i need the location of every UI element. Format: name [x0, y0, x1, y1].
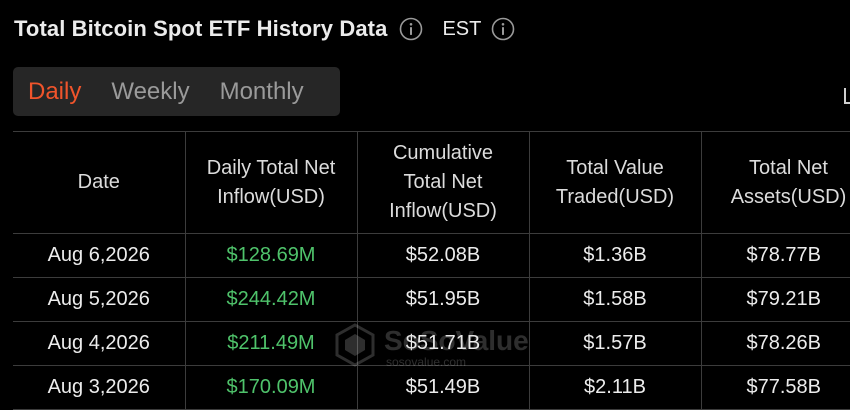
- cell-value-traded: $2.11B: [529, 366, 701, 410]
- cell-cumulative-net-inflow: $51.95B: [357, 278, 529, 322]
- column-header-net-assets[interactable]: Total Net Assets(USD): [701, 132, 850, 234]
- cell-net-assets: $79.21B: [701, 278, 850, 322]
- cell-cumulative-net-inflow: $51.71B: [357, 322, 529, 366]
- cell-net-assets: $77.58B: [701, 366, 850, 410]
- cell-daily-net-inflow: $211.49M: [185, 322, 357, 366]
- download-icon[interactable]: [844, 88, 850, 104]
- cell-daily-net-inflow: $170.09M: [185, 366, 357, 410]
- table-header-row: Date Daily Total Net Inflow(USD) Cumulat…: [13, 132, 850, 234]
- column-header-value-traded[interactable]: Total Value Traded(USD): [529, 132, 701, 234]
- table-row: Aug 3,2026 $170.09M $51.49B $2.11B $77.5…: [13, 366, 850, 410]
- period-tab-bar: Daily Weekly Monthly: [13, 67, 340, 116]
- column-header-value-traded-label: Total Value Traded(USD): [550, 154, 680, 212]
- tab-weekly[interactable]: Weekly: [96, 67, 204, 116]
- page-title: Total Bitcoin Spot ETF History Data: [14, 16, 387, 42]
- cell-value-traded: $1.57B: [529, 322, 701, 366]
- timezone-label: EST: [442, 18, 481, 41]
- table-row: Aug 4,2026 $211.49M $51.71B $1.57B $78.2…: [13, 322, 850, 366]
- table-row: Aug 5,2026 $244.42M $51.95B $1.58B $79.2…: [13, 278, 850, 322]
- column-header-net-assets-label: Total Net Assets(USD): [724, 154, 850, 212]
- column-header-daily-net-inflow[interactable]: Daily Total Net Inflow(USD): [185, 132, 357, 234]
- cell-date: Aug 6,2026: [13, 234, 185, 278]
- column-header-cumulative-net-inflow-label: Cumulative Total Net Inflow(USD): [379, 139, 507, 226]
- cell-daily-net-inflow: $128.69M: [185, 234, 357, 278]
- cell-net-assets: $78.26B: [701, 322, 850, 366]
- timezone-info-circle-icon[interactable]: [491, 17, 515, 41]
- page-header: Total Bitcoin Spot ETF History Data EST: [14, 12, 515, 46]
- cell-date: Aug 5,2026: [13, 278, 185, 322]
- tab-monthly[interactable]: Monthly: [205, 67, 319, 116]
- cell-cumulative-net-inflow: $51.49B: [357, 366, 529, 410]
- cell-date: Aug 3,2026: [13, 366, 185, 410]
- etf-history-table: Date Daily Total Net Inflow(USD) Cumulat…: [13, 131, 850, 410]
- cell-value-traded: $1.58B: [529, 278, 701, 322]
- tab-daily[interactable]: Daily: [13, 67, 96, 116]
- column-header-date[interactable]: Date: [13, 132, 185, 234]
- cell-value-traded: $1.36B: [529, 234, 701, 278]
- info-circle-icon[interactable]: [399, 17, 423, 41]
- cell-cumulative-net-inflow: $52.08B: [357, 234, 529, 278]
- cell-date: Aug 4,2026: [13, 322, 185, 366]
- table-row: Aug 6,2026 $128.69M $52.08B $1.36B $78.7…: [13, 234, 850, 278]
- cell-daily-net-inflow: $244.42M: [185, 278, 357, 322]
- column-header-cumulative-net-inflow[interactable]: Cumulative Total Net Inflow(USD): [357, 132, 529, 234]
- cell-net-assets: $78.77B: [701, 234, 850, 278]
- column-header-daily-net-inflow-label: Daily Total Net Inflow(USD): [196, 154, 346, 212]
